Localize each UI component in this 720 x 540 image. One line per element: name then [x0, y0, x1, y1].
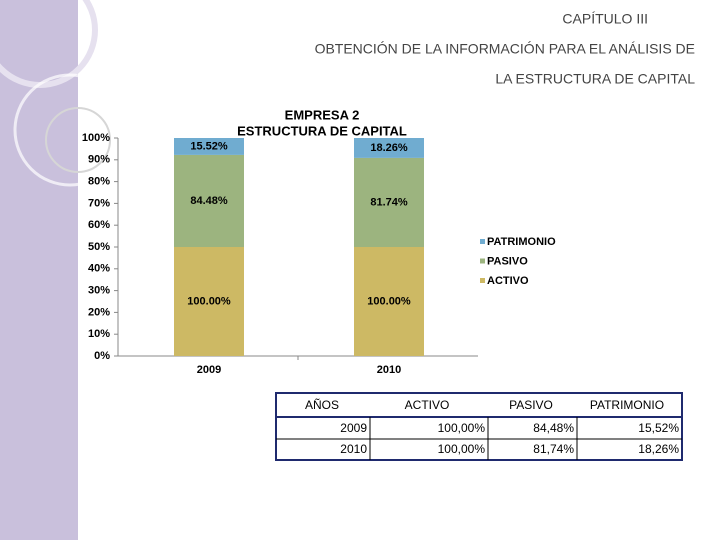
legend-label: ACTIVO: [487, 275, 529, 287]
x-tick-label: 2009: [197, 364, 221, 376]
y-tick-label: 60%: [88, 219, 110, 231]
y-tick-label: 10%: [88, 328, 110, 340]
data-label: 100.00%: [187, 295, 231, 307]
legend-label: PATRIMONIO: [487, 236, 556, 248]
decor-circle: [13, 73, 127, 187]
x-tick-label: 2010: [377, 364, 401, 376]
y-tick-label: 30%: [88, 285, 110, 297]
y-tick-label: 20%: [88, 306, 110, 318]
table-cell: 84,48%: [533, 421, 574, 435]
y-tick-label: 80%: [88, 176, 110, 188]
table-header: ACTIVO: [405, 398, 450, 412]
chart-subtitle: ESTRUCTURA DE CAPITAL: [237, 123, 407, 138]
legend-label: PASIVO: [487, 255, 528, 267]
data-label: 100.00%: [367, 295, 411, 307]
data-label: 15.52%: [190, 140, 228, 152]
table-header: PATRIMONIO: [590, 398, 664, 412]
table-header: PASIVO: [509, 398, 553, 412]
data-label: 18.26%: [370, 142, 408, 154]
chapter: CAPÍTULO III: [562, 11, 648, 27]
y-tick-label: 50%: [88, 241, 110, 253]
bar-segment: [354, 247, 424, 356]
y-tick-label: 40%: [88, 263, 110, 275]
decor-circle: [45, 107, 111, 173]
chart-title: EMPRESA 2: [285, 107, 360, 122]
legend-swatch: [480, 239, 485, 244]
data-label: 84.48%: [190, 195, 228, 207]
table-cell: 2009: [340, 421, 367, 435]
table-cell: 2010: [340, 442, 367, 456]
y-tick-label: 90%: [88, 154, 110, 166]
y-tick-label: 70%: [88, 197, 110, 209]
legend-swatch: [480, 258, 485, 264]
data-label: 81.74%: [370, 196, 408, 208]
side-strip: [0, 0, 78, 540]
table-cell: 18,26%: [638, 442, 679, 456]
bar-segment: [174, 154, 244, 247]
y-tick-label: 100%: [82, 132, 110, 144]
slide-title: LA ESTRUCTURA DE CAPITAL: [495, 71, 695, 87]
table-cell: 81,74%: [533, 442, 574, 456]
bar-segment: [174, 138, 244, 155]
bar-segment: [354, 138, 424, 158]
bar-segment: [354, 157, 424, 247]
legend-swatch: [480, 278, 485, 283]
y-tick-label: 0%: [94, 350, 110, 362]
bar-segment: [174, 247, 244, 356]
table-cell: 15,52%: [638, 421, 679, 435]
table-cell: 100,00%: [438, 442, 486, 456]
slide-title: OBTENCIÓN DE LA INFORMACIÓN PARA EL ANÁL…: [315, 41, 695, 57]
table-header: AÑOS: [305, 398, 339, 412]
table-frame: [275, 392, 683, 461]
table-cell: 100,00%: [438, 421, 486, 435]
